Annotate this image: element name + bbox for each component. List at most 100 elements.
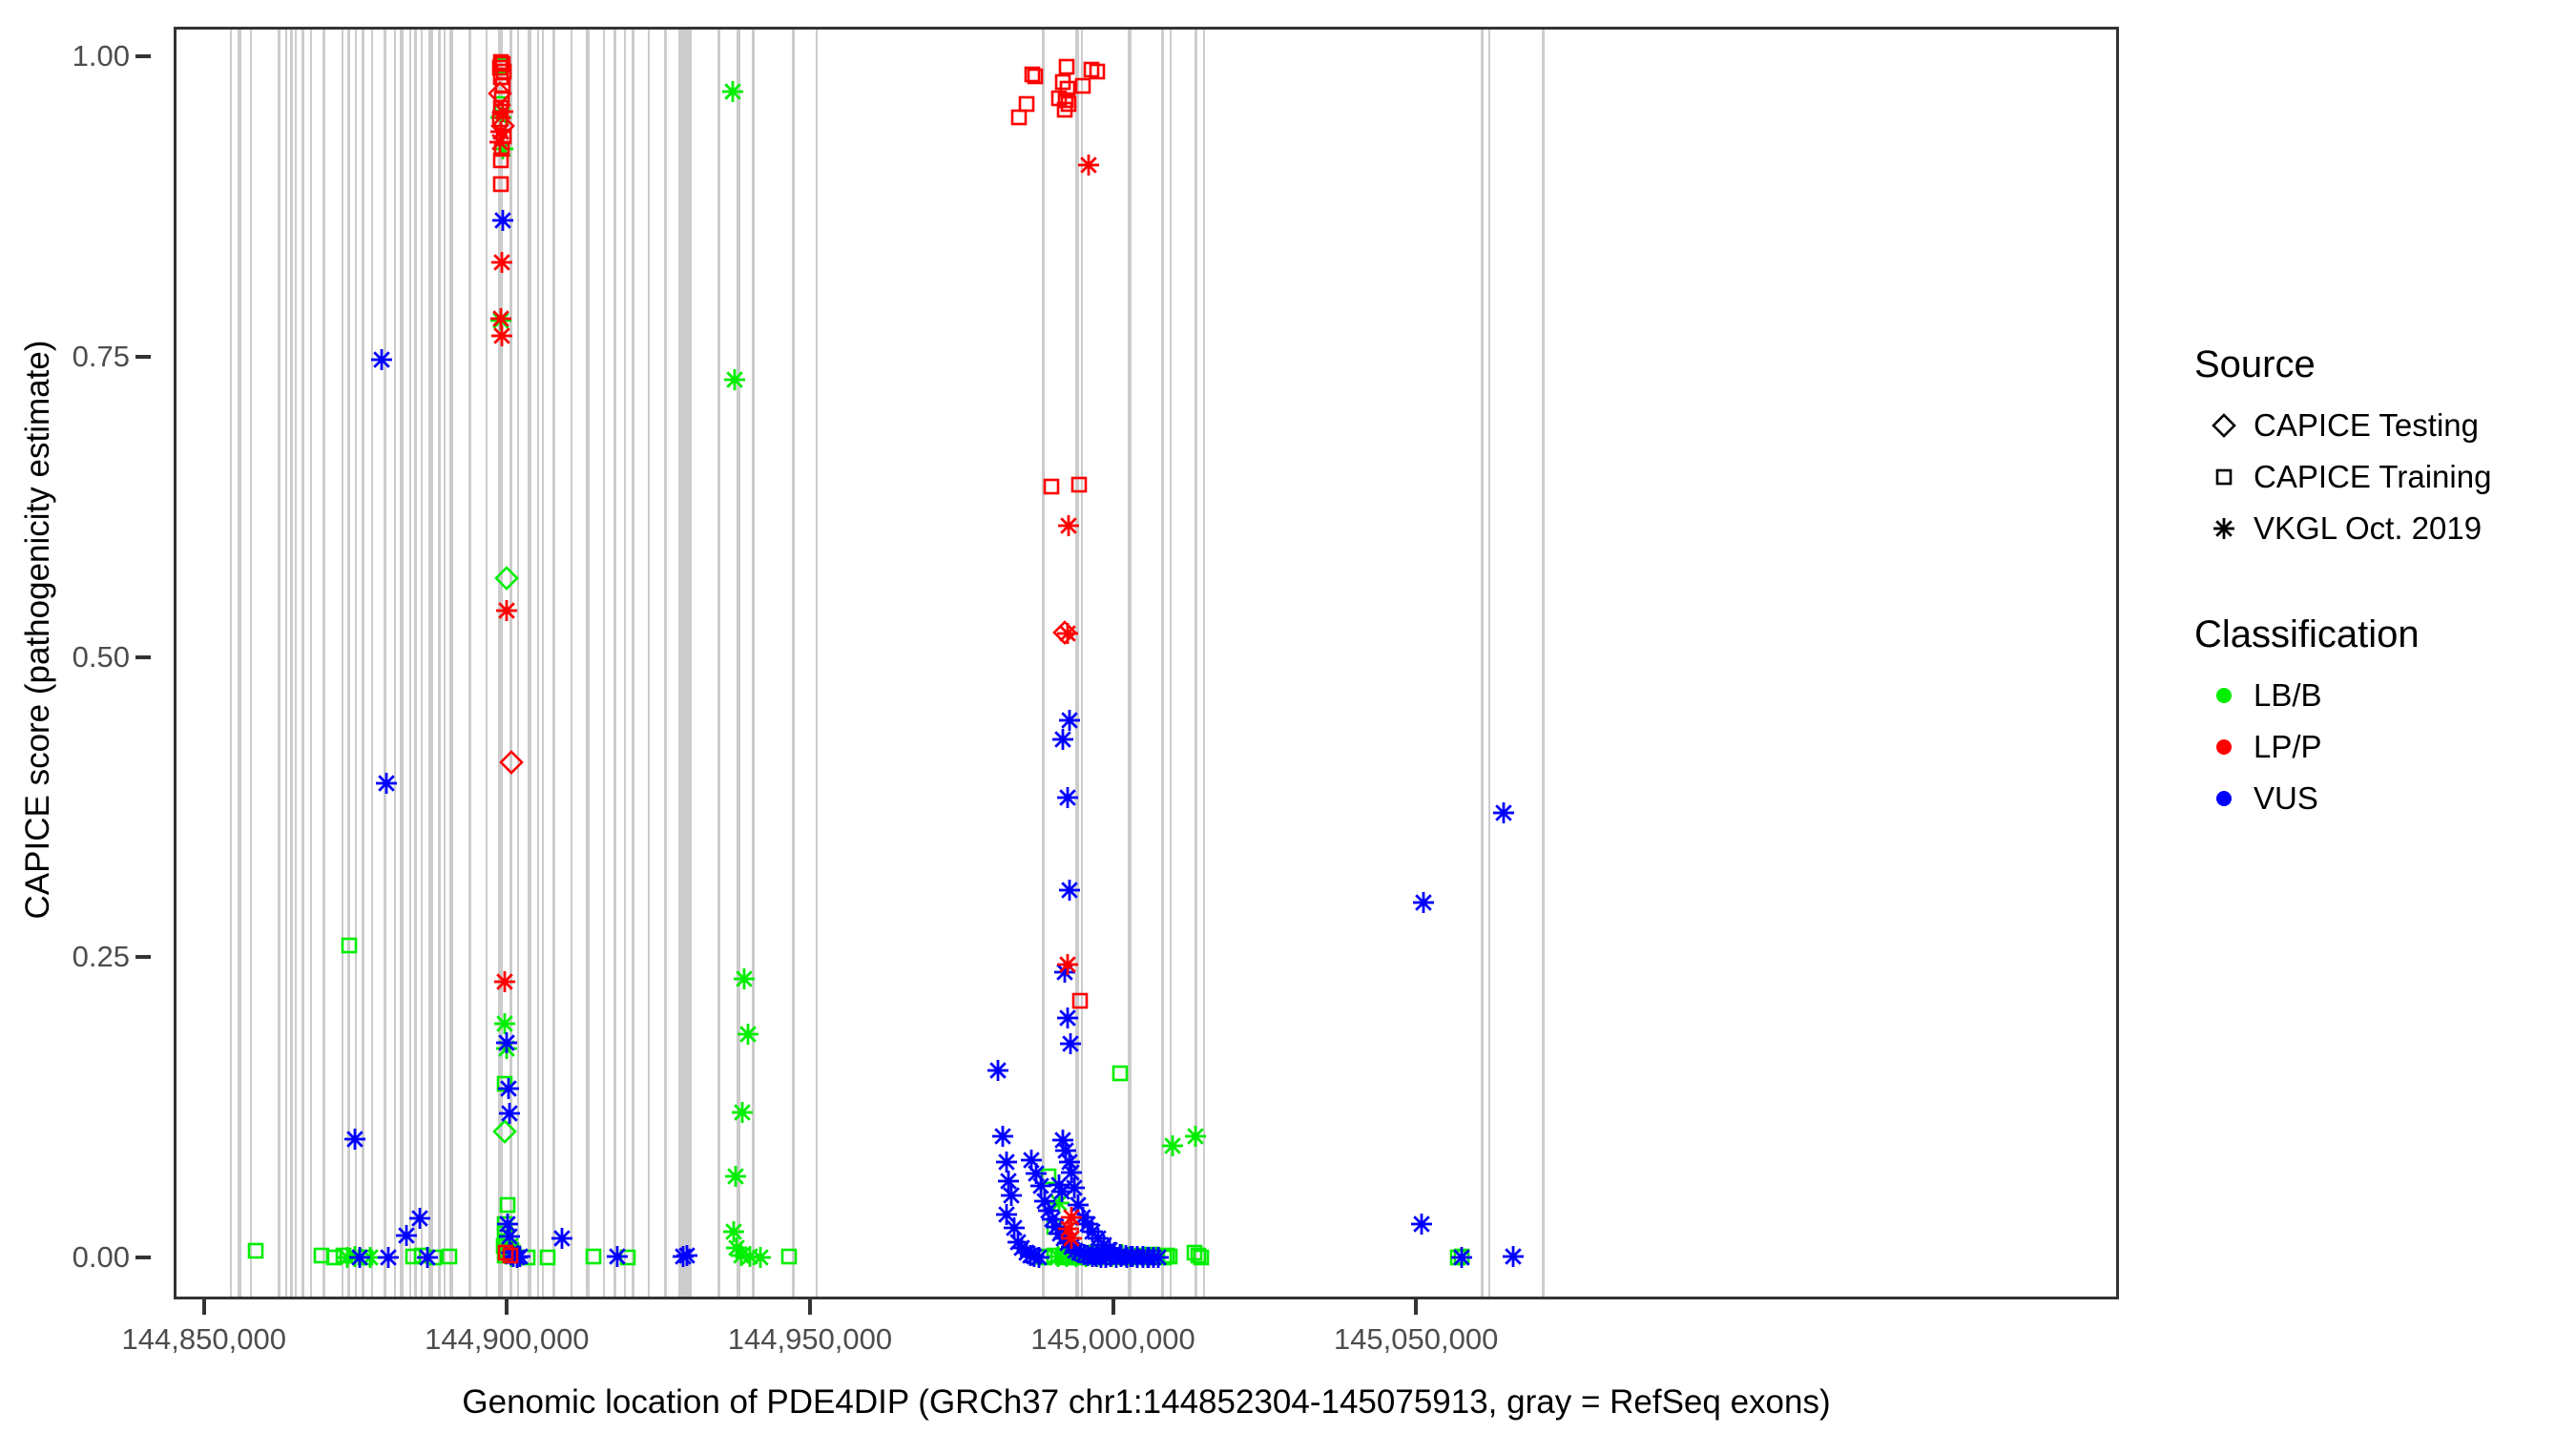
scatter-point: [495, 1099, 524, 1128]
scatter-point: [746, 1243, 775, 1272]
asterisk-icon: [2194, 514, 2254, 543]
scatter-point: [487, 170, 515, 198]
x-tick-label: 145,050,000: [1333, 1322, 1499, 1356]
scatter-point: [579, 1242, 608, 1271]
legend-item-label: VUS: [2254, 780, 2318, 816]
refseq-exon-marker: [284, 30, 287, 1297]
refseq-exon-marker: [322, 30, 326, 1297]
refseq-exon-marker: [444, 30, 447, 1297]
refseq-exon-marker: [310, 30, 312, 1297]
scatter-point: [1054, 511, 1083, 540]
scatter-point: [405, 1204, 434, 1233]
scatter-point: [435, 1242, 464, 1271]
scatter-point: [720, 365, 749, 394]
scatter-point: [721, 1162, 750, 1191]
refseq-exon-marker: [677, 30, 692, 1297]
scatter-point-layer: [177, 30, 2116, 1297]
refseq-exon-marker: [371, 30, 374, 1297]
refseq-exon-marker: [400, 30, 405, 1297]
refseq-exon-marker: [1128, 30, 1132, 1297]
x-tick-mark: [1111, 1299, 1115, 1315]
refseq-exon-marker: [498, 30, 504, 1297]
scatter-point: [413, 1243, 442, 1272]
scatter-point: [392, 1221, 421, 1250]
refseq-exon-marker: [1203, 30, 1206, 1297]
scatter-point: [487, 146, 515, 175]
x-tick-label: 144,900,000: [425, 1322, 590, 1356]
scatter-point: [1066, 986, 1094, 1015]
scatter-point: [345, 1243, 374, 1272]
refseq-exon-marker: [467, 30, 471, 1297]
refseq-exon-marker: [437, 30, 441, 1297]
refseq-exon-marker: [647, 30, 650, 1297]
scatter-point: [1037, 472, 1066, 501]
legend-item[interactable]: VKGL Oct. 2019: [2194, 503, 2576, 554]
legend-item[interactable]: CAPICE Training: [2194, 451, 2576, 503]
scatter-point: [1187, 1243, 1215, 1272]
scatter-point: [497, 748, 526, 777]
scatter-point: [988, 1122, 1017, 1151]
scatter-point: [1053, 619, 1082, 648]
scatter-point: [718, 77, 747, 106]
scatter-point: [372, 769, 401, 798]
y-tick-label: 0.75: [72, 340, 130, 374]
scatter-point: [1447, 1243, 1476, 1272]
refseq-exon-marker: [295, 30, 298, 1297]
scatter-point: [1409, 888, 1438, 917]
legend-item[interactable]: LP/P: [2194, 721, 2576, 773]
scatter-point: [1005, 103, 1033, 132]
scatter-point: [1052, 52, 1081, 81]
refseq-exon-marker: [449, 30, 454, 1297]
scatter-point: [775, 1242, 803, 1271]
refseq-exon-marker: [238, 30, 242, 1297]
scatter-point: [1499, 1242, 1527, 1271]
x-tick-label: 144,850,000: [121, 1322, 286, 1356]
scatter-point: [1144, 1243, 1173, 1272]
legend-item-label: LB/B: [2254, 677, 2322, 713]
refseq-exon-marker: [586, 30, 591, 1297]
refseq-exon-marker: [384, 30, 386, 1297]
scatter-point: [533, 1243, 562, 1272]
scatter-point: [1025, 1243, 1053, 1272]
scatter-point: [603, 1242, 632, 1271]
scatter-point: [1065, 470, 1093, 499]
scatter-point: [241, 1236, 270, 1265]
refseq-exon-marker: [1074, 30, 1079, 1297]
scatter-point: [734, 1020, 762, 1049]
legend-group-title: Source: [2194, 343, 2316, 385]
scatter-point: [728, 1098, 757, 1127]
refseq-exon-marker: [1488, 30, 1491, 1297]
x-tick-mark: [505, 1299, 509, 1315]
refseq-exon-marker: [355, 30, 358, 1297]
scatter-point: [1060, 1173, 1089, 1202]
x-tick-mark: [807, 1299, 812, 1315]
refseq-exon-marker: [624, 30, 627, 1297]
x-tick-label: 145,000,000: [1030, 1322, 1195, 1356]
legend-item[interactable]: VUS: [2194, 773, 2576, 824]
scatter-point: [488, 248, 516, 277]
legend-item-label: CAPICE Testing: [2254, 407, 2479, 443]
scatter-point: [492, 1028, 521, 1057]
y-tick-mark: [135, 1255, 151, 1259]
scatter-point: [492, 596, 521, 625]
scatter-point: [719, 1217, 748, 1246]
source-legend: Source CAPICE Testing CAPICE Training VKGL …: [2194, 343, 2576, 554]
refseq-exon-marker: [413, 30, 417, 1297]
refseq-exon-marker: [516, 30, 519, 1297]
refseq-exon-marker: [1160, 30, 1164, 1297]
refseq-exon-marker: [278, 30, 281, 1297]
refseq-exon-marker: [751, 30, 755, 1297]
scatter-point: [1018, 60, 1047, 89]
refseq-exon-marker: [603, 30, 606, 1297]
scatter-point: [1158, 1132, 1187, 1160]
refseq-exon-marker: [509, 30, 513, 1297]
scatter-point: [487, 304, 515, 333]
refseq-exon-marker: [408, 30, 411, 1297]
legend-item[interactable]: CAPICE Testing: [2194, 400, 2576, 451]
refseq-exon-marker: [486, 30, 488, 1297]
legend-item[interactable]: LB/B: [2194, 670, 2576, 721]
scatter-point: [1053, 950, 1082, 979]
scatter-point: [1049, 1126, 1077, 1154]
refseq-exon-marker: [1194, 30, 1197, 1297]
refseq-exon-marker: [816, 30, 819, 1297]
